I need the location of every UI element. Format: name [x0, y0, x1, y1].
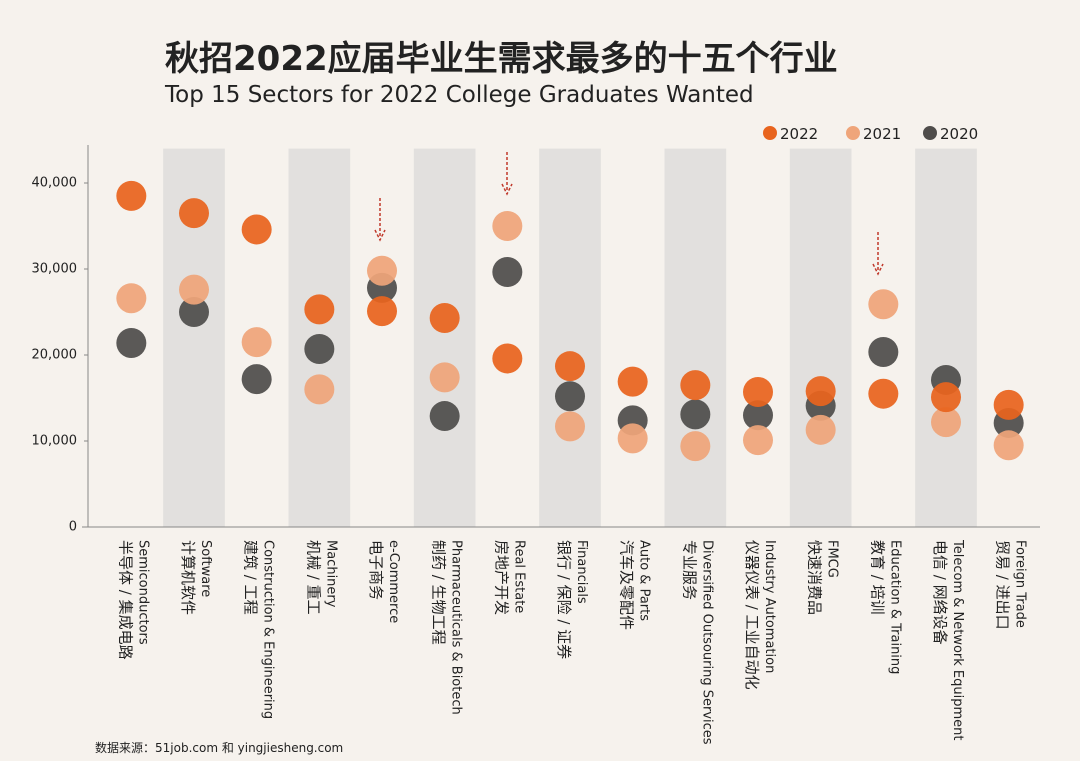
x-tick-label: Pharmaceuticals & Biotech: [449, 540, 464, 715]
dot: [304, 333, 335, 364]
x-tick-label: Real Estate: [511, 540, 526, 613]
dot: [993, 389, 1024, 420]
dot: [492, 257, 523, 288]
column-band: [915, 148, 977, 527]
dot: [743, 425, 773, 456]
x-tick-label-cn: 制药 / 生物工程: [430, 540, 448, 645]
arrow: [501, 152, 513, 196]
x-tick-label: Industry Automation: [762, 540, 777, 673]
dot: [743, 376, 773, 407]
x-tick-label-cn: 电子商务: [367, 540, 385, 600]
dot: [555, 381, 585, 412]
x-tick-label-cn: 半导体 / 集成电路: [116, 540, 134, 660]
dot: [555, 351, 585, 382]
dot: [429, 303, 460, 334]
arrow: [374, 198, 386, 242]
chart-title: 秋招2022应届毕业生需求最多的十五个行业: [165, 39, 838, 79]
legend-swatch: [923, 126, 937, 140]
x-tick-label-cn: 电信 / 网络设备: [931, 540, 949, 645]
column-band: [413, 148, 476, 527]
dot: [680, 399, 711, 430]
x-tick-label-cn: 汽车及零配件: [618, 540, 636, 630]
y-tick-label: 40,000: [32, 176, 78, 191]
dot: [367, 296, 397, 327]
dot: [429, 362, 460, 393]
x-tick-label-cn: 计算机软件: [179, 540, 197, 615]
x-tick-label-cn: 快速消费品: [806, 540, 824, 615]
x-tick-label: Financials: [574, 540, 589, 604]
legend-label: 2022: [780, 125, 818, 143]
x-tick-label-cn: 专业服务: [680, 540, 698, 600]
dot: [805, 414, 836, 445]
x-tick-label-cn: 建筑 / 工程: [242, 540, 260, 615]
dot: [743, 400, 773, 431]
dot: [931, 382, 961, 413]
dot: [429, 401, 460, 432]
dot: [931, 407, 961, 438]
column-band: [539, 148, 601, 527]
dot: [241, 364, 272, 395]
dot: [680, 431, 711, 462]
arrow: [872, 232, 884, 276]
x-tick-label: Semiconductors: [135, 540, 150, 645]
dot: [868, 336, 899, 367]
y-tick-label: 30,000: [32, 262, 78, 277]
x-tick-label: Telecom & Network Equipment: [950, 539, 965, 740]
legend-swatch: [763, 126, 777, 140]
dot: [617, 423, 648, 454]
column-band: [789, 148, 852, 527]
dot: [617, 366, 648, 397]
dot: [868, 378, 899, 409]
x-tick-label-cn: 房地产开发: [492, 540, 510, 615]
chart-subtitle: Top 15 Sectors for 2022 College Graduate…: [164, 82, 754, 108]
y-tick-label: 10,000: [32, 434, 78, 449]
x-tick-label: Education & Training: [887, 540, 902, 674]
dot: [805, 376, 836, 407]
dot: [367, 255, 397, 286]
dot: [116, 180, 147, 211]
x-tick-label: Machinery: [323, 540, 338, 608]
x-tick-label-cn: 机械 / 重工: [304, 540, 322, 615]
x-tick-label: e-Commerce: [386, 540, 401, 623]
dot: [179, 274, 209, 305]
legend-label: 2020: [940, 125, 978, 143]
dot: [868, 289, 899, 320]
dot: [304, 294, 335, 325]
x-tick-label-cn: 仪器仪表 / 工业自动化: [743, 540, 761, 690]
dot: [116, 283, 147, 314]
x-tick-label-cn: 教育 / 培训: [868, 540, 886, 615]
annotation-arrows: [374, 152, 884, 276]
x-tick-label: Diversified Outsouring Services: [699, 540, 714, 745]
x-tick-label: Auto & Parts: [637, 540, 652, 621]
column-band: [664, 148, 727, 527]
dot: [304, 374, 335, 405]
y-tick-label: 20,000: [32, 348, 78, 363]
x-tick-label: Construction & Engineering: [261, 540, 276, 719]
dot: [492, 211, 523, 241]
x-tick-label: Foreign Trade: [1013, 540, 1028, 628]
x-tick-label: FMCG: [825, 540, 840, 578]
dot: [179, 297, 209, 327]
dot: [555, 411, 585, 442]
legend-swatch: [846, 126, 860, 140]
source-note: 数据来源：51job.com 和 yingjiesheng.com: [95, 740, 343, 755]
dot: [241, 327, 272, 358]
dot: [241, 214, 272, 245]
dot: [680, 370, 711, 401]
x-tick-label: Software: [198, 540, 213, 597]
dot: [492, 343, 523, 374]
dot: [993, 430, 1024, 461]
legend-label: 2021: [863, 125, 901, 143]
bands: [163, 148, 977, 527]
y-tick-label: 0: [69, 520, 77, 535]
dot: [116, 327, 147, 358]
dot: [179, 198, 209, 229]
x-tick-label-cn: 贸易 / 进出口: [994, 540, 1012, 630]
x-tick-label-cn: 银行 / 保险 / 证券: [555, 540, 573, 659]
